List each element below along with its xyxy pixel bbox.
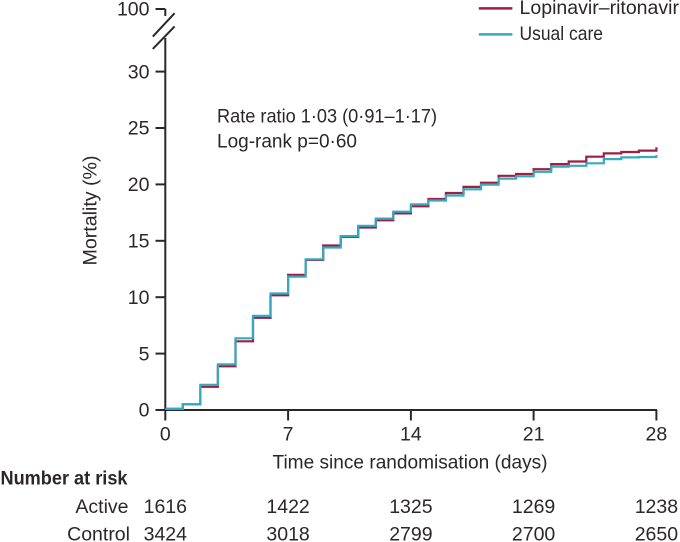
svg-text:0: 0	[160, 424, 171, 446]
svg-text:20: 20	[128, 174, 150, 196]
svg-text:2650: 2650	[635, 523, 679, 542]
svg-text:Lopinavir–ritonavir: Lopinavir–ritonavir	[520, 0, 680, 19]
svg-text:1238: 1238	[635, 496, 678, 518]
svg-text:Log-rank p=0·60: Log-rank p=0·60	[217, 131, 357, 153]
svg-text:7: 7	[283, 424, 294, 446]
svg-text:Usual care: Usual care	[520, 23, 604, 45]
svg-text:1325: 1325	[389, 496, 433, 518]
svg-text:2799: 2799	[389, 523, 432, 542]
svg-text:1269: 1269	[512, 496, 555, 518]
svg-text:3424: 3424	[144, 523, 188, 542]
svg-text:14: 14	[400, 424, 422, 446]
svg-text:3018: 3018	[266, 523, 309, 542]
svg-text:21: 21	[523, 424, 545, 446]
svg-text:30: 30	[128, 61, 150, 83]
svg-text:Rate ratio 1·03 (0·91–1·17): Rate ratio 1·03 (0·91–1·17)	[217, 105, 437, 127]
svg-text:2700: 2700	[512, 523, 556, 542]
svg-text:15: 15	[128, 231, 150, 253]
svg-text:25: 25	[128, 118, 150, 140]
svg-text:28: 28	[646, 424, 668, 446]
svg-text:10: 10	[128, 287, 150, 309]
svg-text:100: 100	[117, 0, 150, 21]
svg-text:Time since randomisation (days: Time since randomisation (days)	[273, 452, 548, 474]
svg-text:Active: Active	[75, 496, 128, 518]
svg-text:1422: 1422	[266, 496, 309, 518]
svg-text:0: 0	[139, 400, 150, 422]
svg-text:Number at risk: Number at risk	[1, 467, 128, 489]
svg-text:Mortality (%): Mortality (%)	[80, 156, 102, 266]
svg-text:Control: Control	[67, 523, 130, 542]
svg-text:5: 5	[139, 343, 150, 365]
svg-text:1616: 1616	[144, 496, 187, 518]
